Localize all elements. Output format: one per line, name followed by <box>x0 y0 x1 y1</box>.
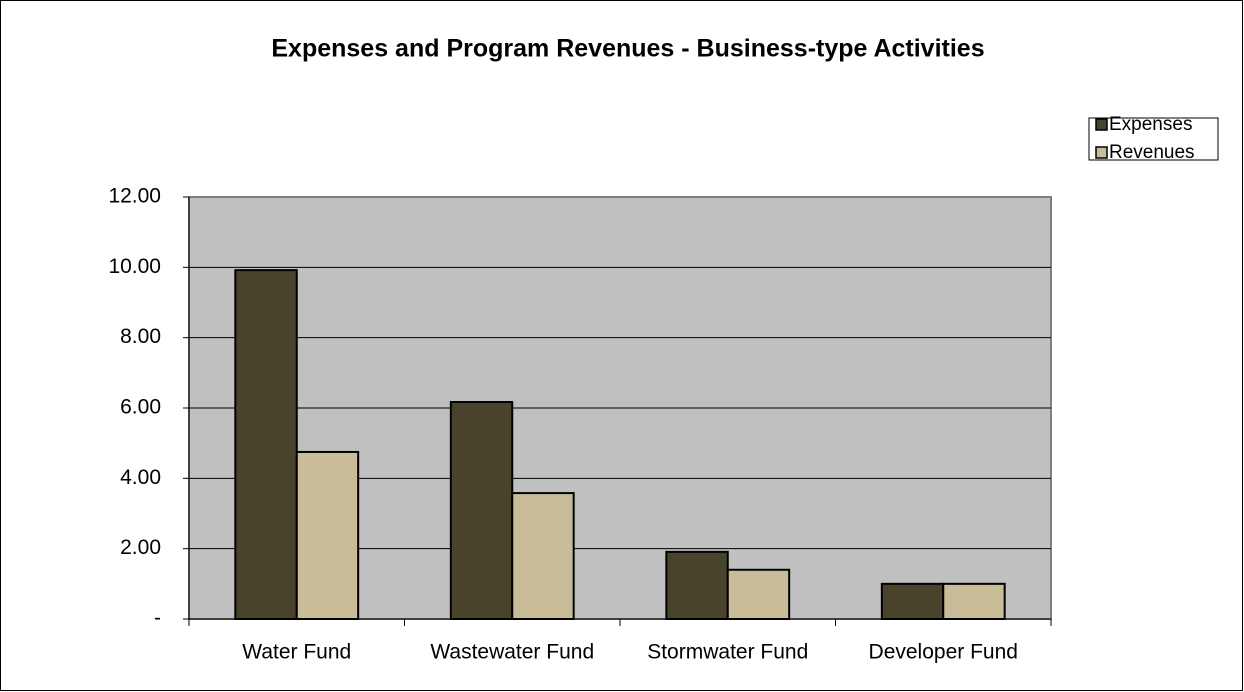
bar <box>234 269 298 620</box>
legend-swatch <box>1095 118 1108 131</box>
legend-label: Expenses <box>1109 114 1192 135</box>
bar <box>726 568 791 620</box>
y-tick-label: 12.00 <box>108 185 161 208</box>
y-tick-label: 8.00 <box>120 325 161 348</box>
x-tick-label: Developer Fund <box>869 641 1018 664</box>
y-tick-label: 2.00 <box>120 536 161 559</box>
y-tick-label: - <box>154 607 161 630</box>
bar <box>511 492 575 620</box>
bar <box>295 450 360 621</box>
bar <box>942 582 1006 620</box>
legend-label: Revenues <box>1109 142 1195 163</box>
y-tick-label: 6.00 <box>120 396 161 419</box>
y-tick-label: 10.00 <box>108 255 161 278</box>
bar <box>880 582 945 620</box>
y-tick-label: 4.00 <box>120 466 161 489</box>
legend-box <box>1088 117 1219 161</box>
bar <box>449 401 514 620</box>
x-tick-label: Wastewater Fund <box>430 641 594 664</box>
legend-swatch <box>1095 146 1108 159</box>
bar <box>665 550 729 620</box>
x-tick-label: Stormwater Fund <box>647 641 808 664</box>
chart-title: Expenses and Program Revenues - Business… <box>271 35 984 63</box>
x-tick-label: Water Fund <box>242 641 351 664</box>
